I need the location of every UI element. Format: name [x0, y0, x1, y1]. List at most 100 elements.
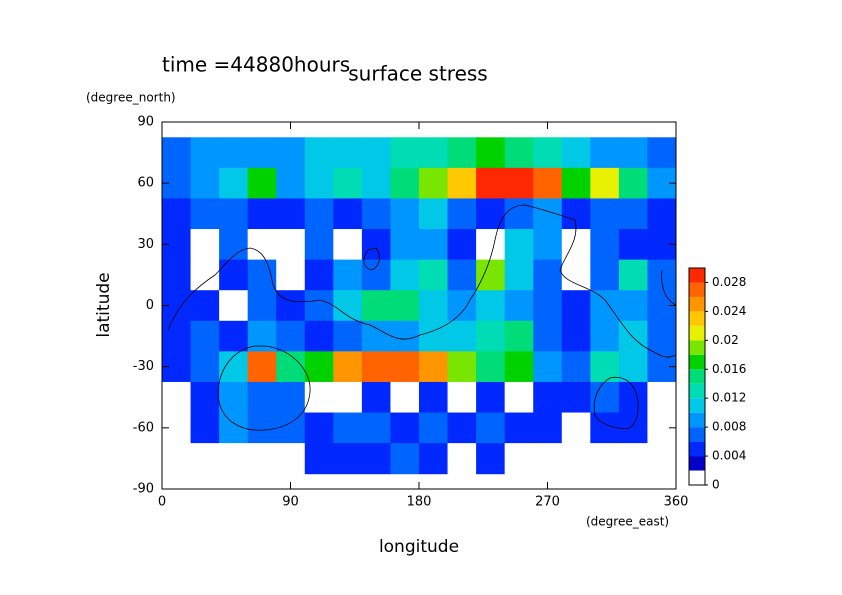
field-cell	[618, 229, 648, 261]
field-cell	[590, 320, 620, 352]
field-cell	[590, 137, 620, 169]
x-tick-label: 270	[535, 495, 560, 510]
field-cell	[190, 167, 220, 199]
y-tick-label: 90	[137, 115, 154, 130]
field-cell	[333, 381, 363, 414]
field-cell	[533, 320, 563, 352]
field-cell	[476, 351, 506, 383]
field	[162, 137, 677, 475]
field-cell	[533, 198, 563, 230]
field-cell	[162, 137, 192, 169]
field-cell	[390, 229, 420, 261]
field-cell	[533, 137, 563, 169]
field-cell	[361, 381, 391, 414]
field-cell	[219, 167, 249, 199]
field-cell	[419, 167, 449, 199]
colorbar-segment	[689, 412, 705, 428]
colorbar-segment	[689, 456, 705, 471]
field-cell	[190, 229, 220, 261]
field-cell	[590, 290, 620, 322]
field-cell	[533, 412, 563, 444]
field-cell	[276, 412, 306, 444]
y-tick-label: -30	[133, 359, 154, 374]
colorbar-tick-label: 0.004	[712, 449, 746, 463]
field-cell	[333, 167, 363, 199]
field-cell	[333, 412, 363, 444]
field-cell	[304, 443, 334, 475]
field-cell	[390, 137, 420, 169]
field-cell	[504, 167, 534, 199]
field-cell	[219, 137, 249, 169]
field-cell	[162, 198, 192, 230]
field-cell	[476, 290, 506, 322]
colorbar-segment	[689, 268, 705, 283]
field-cell	[390, 259, 420, 291]
field-cell	[361, 198, 391, 230]
colorbar-segment	[689, 282, 705, 297]
field-cell	[447, 443, 477, 475]
field-cell	[276, 290, 306, 322]
field-cell	[190, 443, 220, 475]
field-cell	[504, 229, 534, 261]
field-cell	[304, 381, 334, 414]
field-cell	[390, 320, 420, 352]
field-cell	[647, 137, 677, 169]
field-cell	[419, 198, 449, 230]
field-cell	[247, 443, 277, 475]
field-cell	[504, 412, 534, 444]
y-tick-label: 60	[137, 176, 154, 191]
field-cell	[333, 290, 363, 322]
field-cell	[247, 259, 277, 291]
field-cell	[647, 259, 677, 291]
field-cell	[276, 137, 306, 169]
field-cell	[447, 259, 477, 291]
field-cell	[419, 137, 449, 169]
field-cell	[304, 137, 334, 169]
colorbar-segment	[689, 369, 705, 384]
field-cell	[361, 351, 391, 383]
field-cell	[361, 137, 391, 169]
field-cell	[618, 198, 648, 230]
colorbar-tick-label: 0.028	[712, 275, 746, 289]
field-cell	[590, 351, 620, 383]
field-cell	[590, 167, 620, 199]
field-cell	[447, 381, 477, 414]
colorbar-tick-label: 0.016	[712, 362, 746, 376]
field-cell	[219, 381, 249, 414]
field-cell	[162, 381, 192, 414]
field-cell	[476, 443, 506, 475]
field-cell	[504, 320, 534, 352]
colorbar-tick-label: 0.012	[712, 391, 746, 405]
field-cell	[390, 198, 420, 230]
field-cell	[504, 137, 534, 169]
field-cell	[476, 229, 506, 261]
field-cell	[618, 351, 648, 383]
field-cell	[561, 137, 591, 169]
field-cell	[304, 198, 334, 230]
field-cell	[447, 229, 477, 261]
field-cell	[504, 443, 534, 475]
field-cell	[333, 198, 363, 230]
field-cell	[561, 443, 591, 475]
field-cell	[618, 290, 648, 322]
colorbar-segment	[689, 325, 705, 341]
field-cell	[247, 290, 277, 322]
colorbar-segment	[689, 311, 705, 326]
colorbar-segment	[689, 354, 705, 370]
field-cell	[647, 320, 677, 352]
field-cell	[590, 412, 620, 444]
field-cell	[304, 412, 334, 444]
field-cell	[247, 351, 277, 383]
field-cell	[590, 259, 620, 291]
colorbar: 0 0.004 0.008 0.012 0.016 0.02 0.024 0.028	[688, 267, 746, 492]
field-cell	[361, 290, 391, 322]
field-cell	[333, 443, 363, 475]
field-cell	[304, 320, 334, 352]
field-cell	[390, 443, 420, 475]
field-cell	[647, 443, 677, 475]
field-cell	[333, 320, 363, 352]
field-cell	[533, 167, 563, 199]
field-cell	[533, 381, 563, 414]
